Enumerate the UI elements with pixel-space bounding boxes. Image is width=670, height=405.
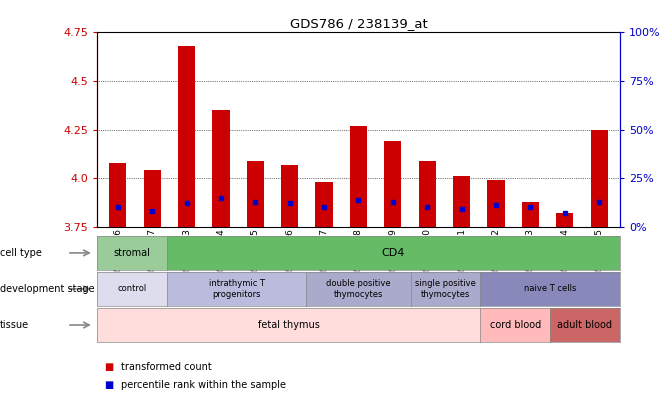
Bar xyxy=(384,141,401,227)
Bar xyxy=(590,130,608,227)
Text: ■: ■ xyxy=(104,380,113,390)
Bar xyxy=(281,164,298,227)
Text: naive T cells: naive T cells xyxy=(524,284,576,294)
Text: cell type: cell type xyxy=(0,248,42,258)
Text: single positive
thymocytes: single positive thymocytes xyxy=(415,279,476,298)
Bar xyxy=(522,202,539,227)
Text: intrathymic T
progenitors: intrathymic T progenitors xyxy=(208,279,265,298)
Bar xyxy=(419,161,436,227)
Text: tissue: tissue xyxy=(0,320,29,330)
Text: stromal: stromal xyxy=(113,248,151,258)
Bar xyxy=(316,182,333,227)
Bar xyxy=(247,161,264,227)
Text: cord blood: cord blood xyxy=(490,320,541,330)
Bar xyxy=(350,126,367,227)
Bar xyxy=(212,110,230,227)
Bar xyxy=(143,171,161,227)
Bar xyxy=(453,176,470,227)
Text: CD4: CD4 xyxy=(382,248,405,258)
Text: development stage: development stage xyxy=(0,284,94,294)
Text: double positive
thymocytes: double positive thymocytes xyxy=(326,279,391,298)
Text: fetal thymus: fetal thymus xyxy=(258,320,320,330)
Bar xyxy=(109,163,127,227)
Bar xyxy=(487,180,505,227)
Bar xyxy=(178,46,195,227)
Title: GDS786 / 238139_at: GDS786 / 238139_at xyxy=(289,17,427,30)
Text: percentile rank within the sample: percentile rank within the sample xyxy=(121,380,285,390)
Text: adult blood: adult blood xyxy=(557,320,612,330)
Text: transformed count: transformed count xyxy=(121,362,211,371)
Text: control: control xyxy=(117,284,147,294)
Bar xyxy=(556,213,574,227)
Text: ■: ■ xyxy=(104,362,113,371)
